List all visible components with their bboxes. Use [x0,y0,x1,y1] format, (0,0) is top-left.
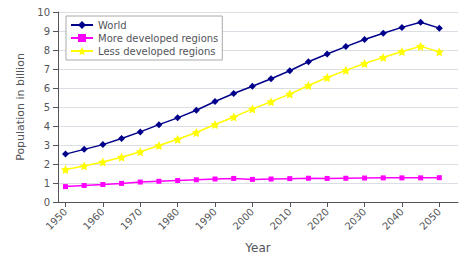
svg-text:0: 0 [44,197,50,208]
svg-text:7: 7 [44,64,50,75]
svg-text:Year: Year [244,241,270,255]
svg-text:World: World [98,20,127,31]
svg-text:5: 5 [44,102,50,113]
svg-text:2030: 2030 [343,206,369,232]
svg-text:Population in billion: Population in billion [14,53,27,161]
svg-text:2050: 2050 [417,206,443,232]
svg-text:2: 2 [44,159,50,170]
svg-text:More developed regions: More developed regions [98,33,218,44]
svg-text:2010: 2010 [268,206,294,232]
svg-text:1990: 1990 [193,206,219,232]
svg-text:10: 10 [37,7,50,18]
svg-text:2000: 2000 [231,206,257,232]
svg-text:8: 8 [44,45,50,56]
svg-text:3: 3 [44,140,50,151]
svg-text:1960: 1960 [81,206,107,232]
svg-text:2020: 2020 [305,206,331,232]
svg-text:1980: 1980 [156,206,182,232]
svg-text:6: 6 [44,83,50,94]
svg-text:1: 1 [44,178,50,189]
svg-text:9: 9 [44,26,50,37]
svg-text:1970: 1970 [118,206,144,232]
svg-text:4: 4 [44,121,50,132]
svg-text:2040: 2040 [380,206,406,232]
svg-text:1950: 1950 [44,206,70,232]
svg-text:Less developed regions: Less developed regions [98,46,215,57]
